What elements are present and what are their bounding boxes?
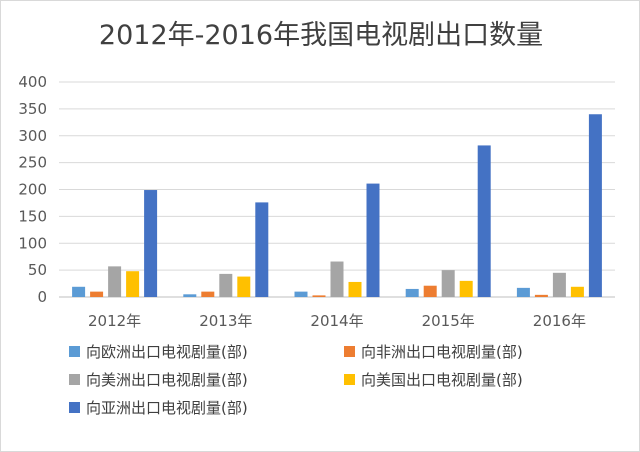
bar — [459, 280, 473, 297]
bar — [330, 261, 344, 297]
legend-item: 向欧洲出口电视剧量(部) — [69, 341, 344, 361]
y-tick-label: 300 — [18, 127, 47, 145]
y-tick-label: 100 — [18, 234, 47, 252]
y-tick-label: 250 — [18, 154, 47, 172]
bar — [534, 294, 548, 297]
bar — [441, 270, 455, 297]
bar — [144, 190, 158, 297]
bar — [366, 183, 380, 297]
legend-item: 向美国出口电视剧量(部) — [344, 369, 619, 389]
legend-label: 向美国出口电视剧量(部) — [361, 370, 523, 389]
bar — [570, 286, 584, 297]
bar — [423, 285, 437, 297]
bar — [348, 281, 362, 297]
bar — [552, 272, 566, 297]
legend-item: 向非洲出口电视剧量(部) — [344, 341, 619, 361]
legend: 向欧洲出口电视剧量(部) 向非洲出口电视剧量(部) 向美洲出口电视剧量(部) 向美国出… — [69, 341, 629, 417]
y-tick-label: 200 — [18, 181, 47, 199]
x-tick-label: 2013年 — [199, 312, 252, 330]
legend-label: 向美洲出口电视剧量(部) — [86, 370, 248, 389]
y-tick-label: 50 — [28, 261, 47, 279]
y-tick-label: 350 — [18, 100, 47, 118]
bar — [72, 286, 86, 297]
y-tick-label: 150 — [18, 207, 47, 225]
bar — [219, 273, 233, 297]
legend-swatch — [69, 373, 80, 385]
legend-swatch — [69, 401, 80, 413]
bar — [183, 294, 197, 297]
legend-swatch — [69, 345, 80, 357]
bar — [477, 145, 491, 297]
y-tick-label: 400 — [18, 73, 47, 91]
bar — [90, 291, 104, 297]
legend-label: 向非洲出口电视剧量(部) — [361, 342, 523, 361]
bar — [126, 271, 140, 297]
bar — [294, 291, 308, 297]
x-tick-label: 2015年 — [422, 312, 475, 330]
legend-label: 向亚洲出口电视剧量(部) — [86, 398, 248, 417]
bar — [588, 114, 602, 297]
chart-title: 2012年-2016年我国电视剧出口数量 — [98, 20, 544, 51]
legend-swatch — [344, 373, 355, 385]
bar — [255, 202, 269, 297]
bar — [237, 276, 251, 297]
y-tick-label: 0 — [37, 288, 47, 306]
bar — [108, 266, 122, 297]
x-tick-label: 2014年 — [310, 312, 363, 330]
bar — [405, 288, 419, 297]
legend-swatch — [344, 345, 355, 357]
bar — [312, 295, 326, 297]
legend-item: 向美洲出口电视剧量(部) — [69, 369, 344, 389]
x-tick-label: 2012年 — [88, 312, 141, 330]
x-tick-label: 2016年 — [533, 312, 586, 330]
legend-item: 向亚洲出口电视剧量(部) — [69, 397, 344, 417]
bar — [201, 291, 215, 297]
bar — [516, 287, 530, 297]
legend-label: 向欧洲出口电视剧量(部) — [86, 342, 248, 361]
